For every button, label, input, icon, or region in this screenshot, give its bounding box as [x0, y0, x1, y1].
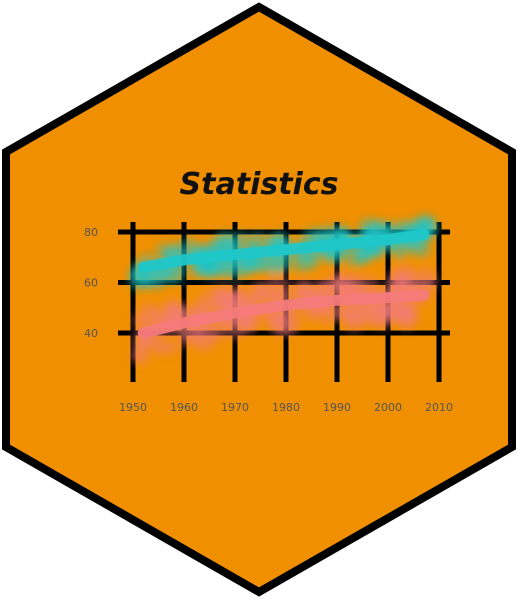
x-tick-label: 2010	[425, 401, 453, 414]
data-point	[165, 340, 181, 356]
data-point	[216, 259, 235, 277]
y-tick-label: 40	[84, 327, 98, 340]
x-tick-label: 1990	[323, 401, 351, 414]
y-tick-label: 60	[84, 277, 98, 290]
chart-trend-lines	[137, 229, 430, 339]
trend-line	[137, 289, 430, 339]
logo-title: Statistics	[180, 167, 339, 202]
data-point	[343, 305, 361, 323]
data-point	[264, 309, 287, 331]
data-point	[229, 288, 246, 305]
x-tick-label: 2000	[374, 401, 402, 414]
data-point	[255, 257, 270, 273]
chart-tick-labels: 1950 1960 1970 1980 1990 2000 2010 40 60 80	[84, 226, 453, 414]
y-tick-label: 80	[84, 226, 98, 239]
data-point	[390, 240, 410, 261]
x-tick-label: 1980	[272, 401, 300, 414]
data-point	[262, 254, 284, 276]
data-point	[379, 303, 395, 320]
data-point	[396, 307, 413, 325]
x-tick-label: 1960	[170, 401, 198, 414]
trend-line	[137, 229, 430, 273]
data-point	[215, 287, 234, 307]
data-point	[342, 273, 362, 293]
data-point	[210, 328, 225, 343]
x-tick-label: 1970	[221, 401, 249, 414]
data-point	[317, 304, 339, 326]
data-point	[154, 339, 171, 356]
x-tick-label: 1950	[119, 401, 147, 414]
data-point	[130, 347, 146, 363]
data-point	[212, 238, 229, 254]
